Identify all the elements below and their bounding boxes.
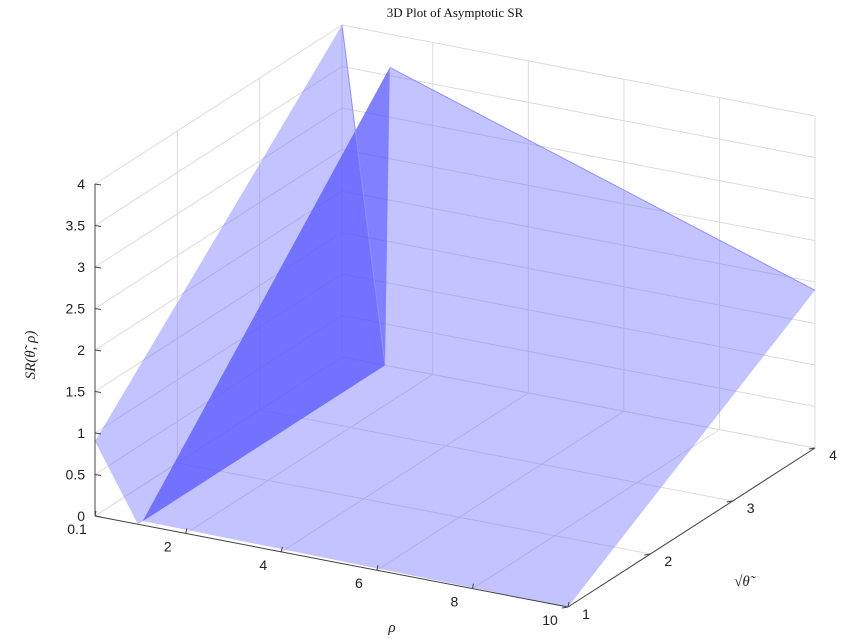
- z-tick-mark: [94, 474, 102, 476]
- surface-valley: [138, 67, 390, 525]
- surface-layer: [95, 24, 816, 607]
- back-wall-gridline-z: [341, 273, 816, 366]
- x-tick-mark: [471, 583, 474, 589]
- surface-left-ridge: [341, 24, 386, 366]
- x-tick-label: 6: [355, 575, 363, 591]
- z-tick-mark: [94, 183, 102, 186]
- side-wall-gridline-z: [94, 24, 343, 185]
- back-wall-gridline-z: [341, 107, 816, 200]
- z-tick-mark: [94, 391, 102, 393]
- y-tick-mark: [561, 606, 569, 609]
- z-tick-label: 0.5: [66, 467, 86, 483]
- x-axis-line: [94, 515, 569, 608]
- floor-gridline-x: [281, 392, 529, 553]
- floor-gridline-x: [376, 410, 625, 571]
- z-tick-mark: [94, 349, 102, 352]
- side-wall-gridline-z: [94, 66, 343, 226]
- x-tick-label: 2: [164, 538, 172, 554]
- back-wall-gridline-z: [341, 190, 816, 283]
- x-tick-mark: [376, 565, 379, 571]
- y-tick-label: 4: [829, 447, 837, 463]
- z-tick-mark: [94, 266, 102, 269]
- side-wall-gridline-z: [94, 149, 343, 309]
- back-wall-gridline-z: [341, 232, 816, 324]
- x-tick-mark: [185, 528, 188, 534]
- x-tick-label: 10: [542, 612, 558, 628]
- y-axis-line: [567, 447, 816, 608]
- back-wall-gridline-z: [341, 356, 816, 449]
- y-axis-label: √θ̃: [734, 574, 756, 590]
- x-axis-label: ρ: [387, 620, 395, 636]
- floor-gridline-x: [472, 429, 720, 590]
- z-axis-label: SR(θ̃, ρ): [23, 331, 39, 380]
- x-tick-mark: [567, 601, 570, 608]
- x-tick-mark: [280, 546, 283, 552]
- y-tick-mark: [726, 500, 733, 503]
- x-tick-label: 8: [451, 594, 459, 610]
- z-tick-label: 0: [77, 508, 85, 524]
- floor-gridline-y: [177, 462, 651, 555]
- z-tick-label: 1.5: [66, 384, 86, 400]
- z-tick-mark: [94, 225, 102, 227]
- z-tick-label: 2.5: [66, 301, 86, 317]
- back-wall-gridline-z: [341, 66, 816, 158]
- side-wall-gridline-z: [94, 107, 343, 268]
- y-tick-mark: [808, 447, 816, 450]
- back-wall-gridline-z: [341, 24, 816, 117]
- floor-gridline-x: [185, 374, 434, 534]
- back-wall-gridline-z: [341, 149, 816, 241]
- z-tick-label: 1: [77, 425, 85, 441]
- y-tick-label: 2: [664, 553, 672, 569]
- z-tick-mark: [94, 432, 102, 435]
- z-tick-label: 2: [77, 342, 85, 358]
- surface-right-ridge: [389, 66, 816, 291]
- z-tick-label: 3.5: [66, 218, 86, 234]
- z-tick-mark: [94, 515, 102, 518]
- z-tick-label: 4: [77, 176, 85, 192]
- z-tick-label: 3: [77, 259, 85, 275]
- y-tick-mark: [644, 553, 651, 556]
- x-tick-label: 0.1: [67, 521, 87, 537]
- x-tick-label: 4: [259, 557, 267, 573]
- chart-title: 3D Plot of Asymptotic SR: [387, 5, 524, 20]
- back-wall-gridline-z: [341, 315, 816, 407]
- floor-gridline-y: [259, 409, 733, 502]
- y-tick-label: 3: [747, 500, 755, 516]
- y-tick-label: 1: [582, 606, 590, 622]
- z-tick-mark: [94, 308, 102, 310]
- side-wall-gridline-z: [94, 190, 343, 351]
- x-tick-mark: [94, 510, 97, 517]
